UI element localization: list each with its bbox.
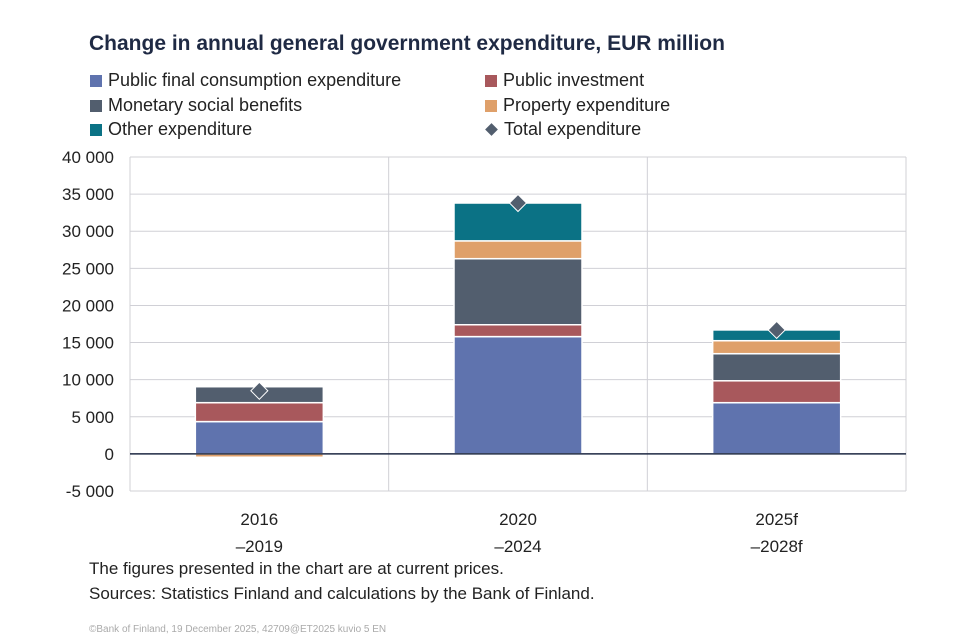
bar-segment	[711, 352, 842, 382]
bar-segment	[711, 380, 842, 404]
y-tick-label: -5 000	[66, 482, 114, 501]
y-tick-label: 0	[105, 445, 114, 464]
legend-item-property: Property expenditure	[485, 95, 670, 116]
y-tick-label: 20 000	[62, 296, 114, 315]
x-tick-label: –2019	[236, 537, 283, 556]
x-tick-label: –2024	[494, 537, 541, 556]
bar-segment	[194, 401, 325, 423]
y-tick-label: 10 000	[62, 371, 114, 390]
bar-segment	[453, 335, 583, 455]
legend-swatch	[485, 74, 497, 87]
legend-swatch	[90, 99, 102, 112]
legend-swatch	[90, 123, 102, 136]
x-tick-label: 2025f	[755, 510, 798, 529]
x-tick-label: 2016	[240, 510, 278, 529]
y-tick-label: 30 000	[62, 222, 114, 241]
legend-label: Monetary social benefits	[108, 95, 303, 115]
y-tick-label: 35 000	[62, 185, 114, 204]
legend-label: Public investment	[503, 70, 645, 90]
legend-label: Total expenditure	[504, 119, 642, 139]
legend-item-other: Other expenditure	[90, 119, 252, 140]
y-tick-label: 25 000	[62, 259, 114, 278]
bar-segment	[711, 339, 842, 355]
x-tick-label: –2028f	[751, 537, 803, 556]
legend-item-social-benefits: Monetary social benefits	[90, 95, 302, 116]
legend-label: Other expenditure	[108, 119, 253, 139]
bar-segment	[453, 323, 583, 338]
note-prices: The figures presented in the chart are a…	[89, 559, 504, 578]
bar-segment	[711, 401, 842, 455]
y-tick-label: 40 000	[62, 148, 114, 167]
legend-swatch	[485, 99, 497, 112]
legend-label: Public final consumption expenditure	[108, 70, 402, 90]
note-sources: Sources: Statistics Finland and calculat…	[89, 584, 595, 603]
total-marker	[767, 320, 786, 340]
chart-title: Change in annual general government expe…	[89, 32, 725, 55]
legend-item-investment: Public investment	[485, 70, 644, 91]
bar-segment	[453, 240, 583, 260]
bar-segment	[453, 257, 583, 326]
legend-item-consumption: Public final consumption expenditure	[90, 70, 401, 91]
copyright: ©Bank of Finland, 19 December 2025, 4270…	[89, 624, 387, 635]
y-tick-label: 5 000	[71, 408, 114, 427]
y-tick-label: 15 000	[62, 334, 114, 353]
total-marker	[508, 193, 528, 213]
legend-label: Property expenditure	[503, 95, 671, 115]
x-tick-label: 2020	[499, 510, 537, 529]
legend-swatch	[90, 74, 102, 87]
bar-segment	[194, 420, 325, 455]
total-marker	[250, 381, 269, 400]
legend-item-total: Total expenditure	[485, 119, 641, 140]
